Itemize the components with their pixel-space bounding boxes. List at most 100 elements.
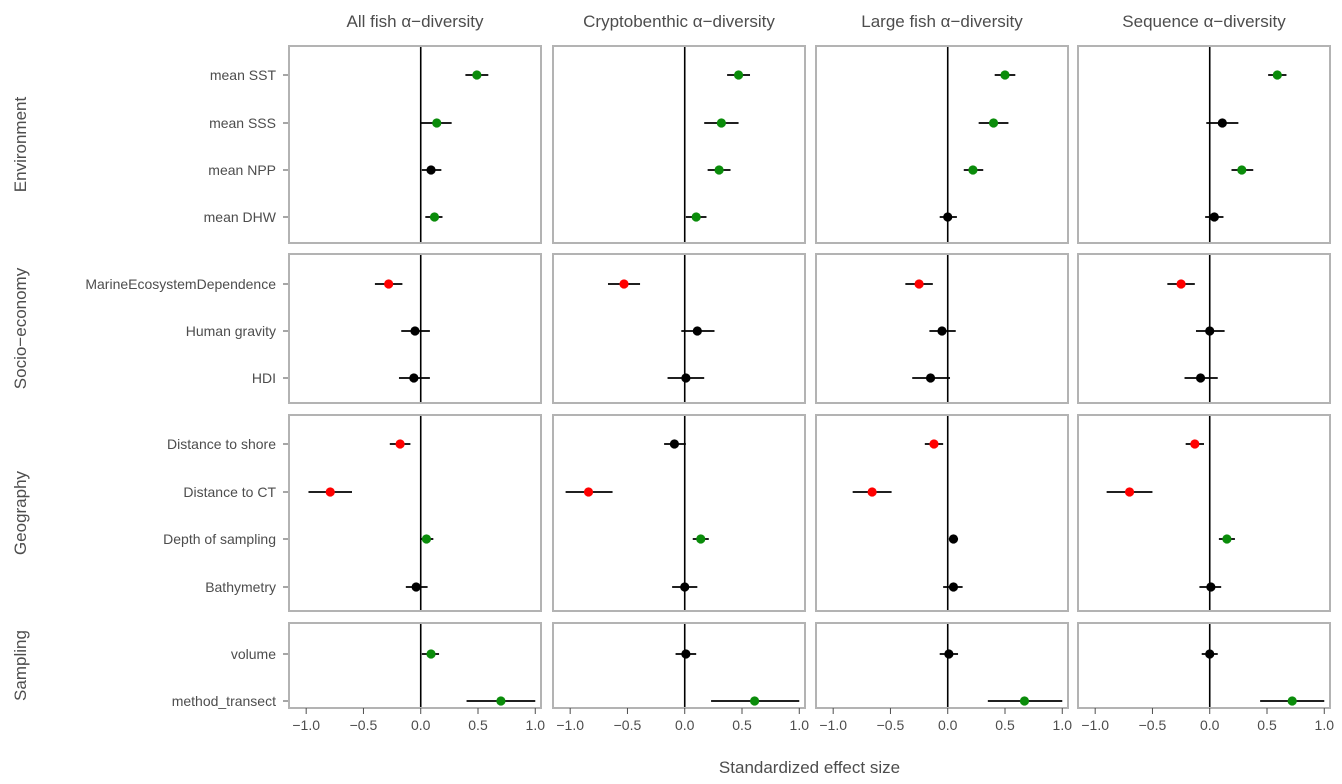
effect-point [733, 70, 744, 80]
effect-point [496, 696, 506, 706]
effect-point [929, 439, 939, 449]
x-tick-label: 0.0 [411, 717, 431, 733]
effect-point [429, 212, 440, 222]
panel-frame [815, 622, 1069, 709]
effect-point [1124, 487, 1135, 497]
row-group-label: Environment [11, 97, 30, 193]
effect-point [384, 279, 394, 289]
effect-point [944, 649, 954, 659]
y-tick-label: Distance to shore [167, 436, 276, 452]
panel-frame [288, 622, 542, 709]
effect-point [943, 212, 953, 222]
x-tick-label: 0.0 [1200, 717, 1220, 733]
y-tick-label: method_transect [172, 693, 276, 709]
effect-point [1272, 70, 1282, 80]
effect-point [714, 165, 724, 175]
effect-point [1000, 70, 1010, 80]
effect-point [1176, 279, 1186, 289]
effect-point [1237, 165, 1247, 175]
effect-point [395, 439, 405, 449]
y-tick-label: volume [231, 646, 276, 662]
y-tick-label: Bathymetry [205, 579, 276, 595]
panel-frame [1077, 622, 1331, 709]
effect-point [1217, 118, 1227, 128]
effect-point [988, 118, 999, 128]
panel-frame [1077, 45, 1331, 244]
effect-point [948, 582, 959, 592]
effect-point [680, 582, 690, 592]
effect-point [681, 649, 691, 659]
row-group-label: Socio−economy [11, 267, 30, 389]
effect-point [421, 534, 432, 544]
x-tick-label: 0.5 [468, 717, 488, 733]
x-tick-label: 0.5 [995, 717, 1015, 733]
x-tick-label: 0.0 [938, 717, 958, 733]
effect-point [410, 326, 420, 336]
effect-point [1019, 696, 1030, 706]
effect-point [583, 487, 594, 497]
effect-point [669, 439, 680, 449]
effect-point [691, 212, 701, 222]
effect-point [472, 70, 482, 80]
effect-point [716, 118, 726, 128]
x-tick-label: −1.0 [556, 717, 584, 733]
x-tick-label: 1.0 [1315, 717, 1335, 733]
effect-point [426, 165, 436, 175]
effect-point [681, 373, 691, 383]
column-title: Sequence α−diversity [1122, 12, 1286, 31]
x-tick-label: −0.5 [877, 717, 905, 733]
y-tick-label: mean SSS [209, 115, 276, 131]
panel-frame [815, 414, 1069, 612]
panel-frame [552, 622, 806, 709]
y-tick-label: mean DHW [204, 209, 277, 225]
y-tick-label: mean NPP [208, 162, 276, 178]
effect-point [409, 373, 419, 383]
y-tick-label: Human gravity [186, 323, 276, 339]
panel-frame [1077, 414, 1331, 612]
panel-frame [552, 253, 806, 404]
x-axis-title: Standardized effect size [719, 758, 900, 777]
effect-point [867, 487, 877, 497]
effect-point [1206, 582, 1216, 592]
effect-point [1222, 534, 1232, 544]
x-tick-label: 0.5 [732, 717, 752, 733]
x-tick-label: 1.0 [1053, 717, 1073, 733]
effect-point [925, 373, 936, 383]
effect-point [1287, 696, 1297, 706]
y-tick-label: Distance to CT [183, 484, 276, 500]
effect-point [325, 487, 335, 497]
y-tick-label: Depth of sampling [163, 531, 276, 547]
panel-frame [552, 414, 806, 612]
row-group-label: Sampling [11, 630, 30, 701]
y-tick-label: HDI [252, 370, 276, 386]
effect-point [432, 118, 442, 128]
x-tick-label: 1.0 [790, 717, 810, 733]
effect-point [1209, 212, 1219, 222]
effect-point [968, 165, 978, 175]
x-tick-label: −1.0 [819, 717, 847, 733]
effect-point [937, 326, 947, 336]
x-tick-label: −0.5 [1139, 717, 1167, 733]
x-tick-label: 0.0 [675, 717, 695, 733]
panel-frame [288, 45, 542, 244]
effect-point [1190, 439, 1200, 449]
y-tick-label: MarineEcosystemDependence [85, 276, 276, 292]
row-group-label: Geography [11, 470, 30, 555]
panel-frame [815, 45, 1069, 244]
effect-point [426, 649, 436, 659]
effect-point [948, 534, 959, 544]
x-tick-label: −0.5 [614, 717, 642, 733]
effect-point [411, 582, 421, 592]
x-tick-label: −0.5 [350, 717, 378, 733]
effect-point [914, 279, 924, 289]
effect-point [1205, 649, 1215, 659]
effect-point [750, 696, 760, 706]
effect-point [1195, 373, 1206, 383]
x-tick-label: 1.0 [526, 717, 546, 733]
panel-frame [552, 45, 806, 244]
y-tick-label: mean SST [210, 67, 277, 83]
column-title: Cryptobenthic α−diversity [583, 12, 775, 31]
x-tick-label: −1.0 [1081, 717, 1109, 733]
